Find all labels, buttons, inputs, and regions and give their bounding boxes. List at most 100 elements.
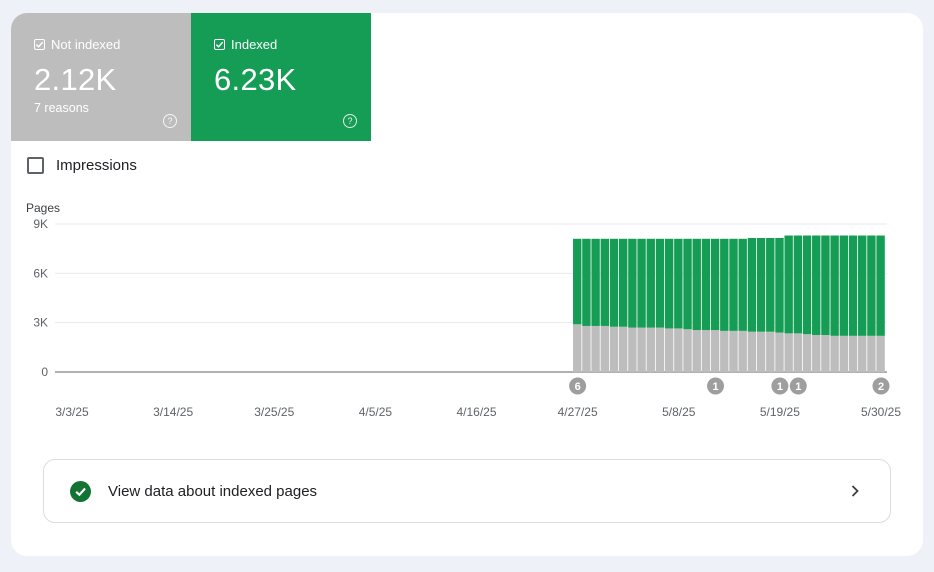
x-tick-label: 5/8/25 [662, 405, 696, 419]
annotation-marker [707, 377, 725, 395]
help-icon[interactable]: ? [343, 114, 357, 128]
bar-not-indexed [600, 325, 610, 372]
bar-indexed [710, 238, 720, 331]
bar-not-indexed [664, 328, 674, 372]
bar-not-indexed [655, 327, 665, 372]
bar-not-indexed [738, 330, 747, 372]
not-indexed-reasons: 7 reasons [34, 101, 89, 115]
not-indexed-header: Not indexed [34, 37, 120, 52]
annotation-marker [771, 377, 789, 395]
bar-not-indexed [775, 332, 784, 372]
checkbox-icon[interactable] [34, 39, 45, 50]
bar-indexed [802, 235, 812, 335]
bar-indexed [858, 235, 867, 336]
bar-not-indexed [628, 327, 637, 372]
bar-indexed [609, 238, 619, 327]
bar-not-indexed [747, 331, 757, 372]
bar-indexed [646, 238, 655, 328]
annotation-label: 1 [795, 381, 801, 393]
bar-not-indexed [812, 335, 821, 372]
view-indexed-pages-label: View data about indexed pages [108, 482, 318, 500]
not-indexed-value: 2.12K [34, 62, 117, 97]
bar-not-indexed [618, 326, 628, 372]
indexed-label: Indexed [231, 37, 278, 52]
bar-not-indexed [802, 334, 812, 372]
annotation-label: 1 [712, 381, 718, 393]
bar-not-indexed [858, 335, 867, 372]
not-indexed-tile[interactable]: Not indexed 2.12K 7 reasons ? [11, 13, 191, 141]
annotation-marker [569, 377, 587, 395]
bar-indexed [573, 238, 582, 325]
x-tick-label: 4/27/25 [558, 405, 598, 419]
bar-indexed [839, 235, 849, 336]
bar-indexed [664, 238, 674, 329]
not-indexed-label: Not indexed [51, 37, 121, 52]
help-icon[interactable]: ? [163, 114, 177, 128]
bar-not-indexed [756, 331, 766, 372]
bar-not-indexed [784, 333, 793, 372]
chevron-right-icon [850, 484, 860, 503]
bar-not-indexed [839, 335, 849, 372]
y-tick-label: 6K [33, 266, 48, 280]
bar-indexed [618, 238, 628, 327]
bar-indexed [701, 238, 711, 331]
bar-indexed [683, 238, 692, 330]
bar-indexed [812, 235, 821, 335]
bar-indexed [738, 238, 747, 331]
bar-indexed [729, 238, 738, 331]
bar-indexed [655, 238, 665, 328]
bar-indexed [747, 237, 757, 332]
bar-not-indexed [848, 335, 858, 372]
coverage-card: Not indexed 2.12K 7 reasons ? Indexed 6.… [11, 13, 923, 556]
checkbox-icon[interactable] [214, 39, 225, 50]
x-tick-label: 3/3/25 [55, 405, 89, 419]
checkbox-icon[interactable] [27, 157, 44, 174]
bar-not-indexed [876, 335, 885, 372]
indexed-header: Indexed [214, 37, 277, 52]
bar-not-indexed [591, 325, 600, 372]
y-tick-label: 0 [41, 365, 48, 379]
indexed-tile[interactable]: Indexed 6.23K ? [191, 13, 371, 141]
bar-indexed [637, 238, 646, 328]
y-tick-label: 3K [33, 316, 48, 330]
x-tick-label: 5/19/25 [760, 405, 800, 419]
bar-not-indexed [701, 330, 711, 372]
bar-indexed [876, 235, 885, 336]
bar-not-indexed [766, 331, 775, 372]
y-tick-label: 9K [33, 217, 48, 231]
bar-indexed [848, 235, 858, 336]
pages-chart: 0 3K 6K 9K 3/3/25 3/14/25 3/25/25 4/5/25 4/16/25… [33, 217, 901, 419]
bar-indexed [766, 237, 775, 332]
view-indexed-pages-button[interactable]: View data about indexed pages [43, 459, 891, 523]
x-tick-label: 5/30/25 [861, 405, 901, 419]
bar-not-indexed [609, 326, 619, 372]
annotation-label: 1 [777, 381, 783, 393]
bar-indexed [830, 235, 839, 336]
bar-not-indexed [674, 328, 683, 372]
bar-indexed [674, 238, 683, 329]
x-tick-label: 3/14/25 [153, 405, 193, 419]
bar-indexed [600, 238, 610, 326]
bar-not-indexed [646, 327, 655, 372]
check-circle-icon [70, 480, 91, 502]
indexed-value: 6.23K [214, 62, 297, 97]
bar-not-indexed [867, 335, 876, 372]
bar-indexed [867, 235, 876, 336]
bar-indexed [775, 237, 784, 333]
bar-not-indexed [830, 335, 839, 372]
x-tick-label: 4/5/25 [359, 405, 393, 419]
x-tick-label: 3/25/25 [254, 405, 294, 419]
impressions-label: Impressions [56, 157, 137, 174]
bar-not-indexed [710, 330, 720, 372]
bar-indexed [784, 235, 793, 334]
impressions-toggle[interactable]: Impressions [27, 157, 137, 174]
annotation-label: 2 [878, 381, 884, 393]
bar-indexed [591, 238, 600, 326]
bar-not-indexed [793, 333, 803, 372]
x-tick-label: 4/16/25 [456, 405, 496, 419]
annotation-label: 6 [575, 381, 581, 393]
bar-indexed [582, 238, 591, 326]
annotation-marker [872, 377, 890, 395]
bar-indexed [692, 238, 701, 331]
bar-not-indexed [582, 325, 591, 372]
